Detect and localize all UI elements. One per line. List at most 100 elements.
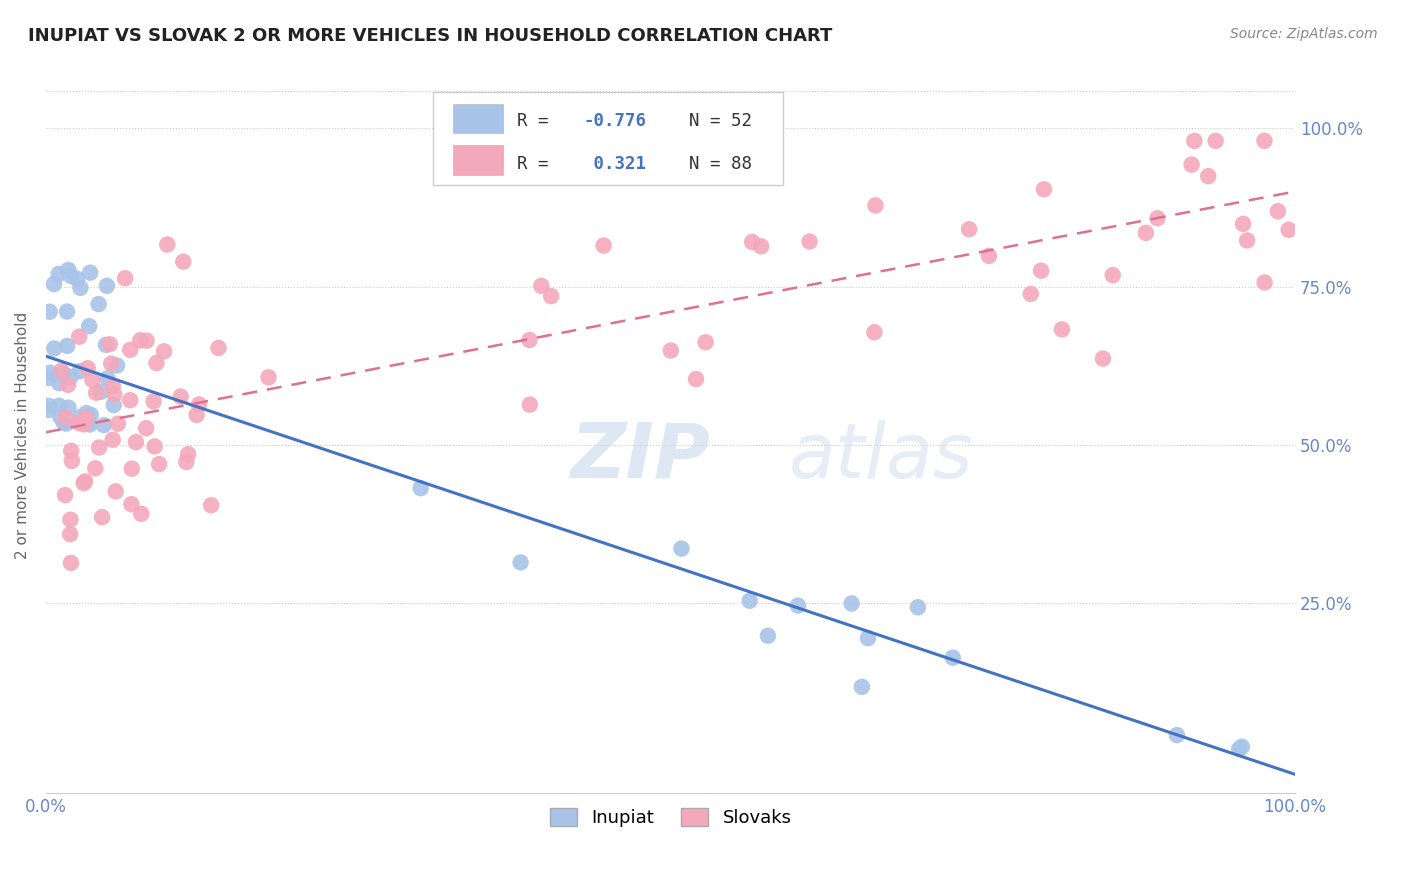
- Text: N = 88: N = 88: [668, 155, 752, 173]
- Text: R =: R =: [517, 155, 558, 173]
- Point: [38, 371, 60, 385]
- Point: [1091, 351, 1114, 366]
- Point: [55, 417, 77, 431]
- Point: [1033, 182, 1056, 196]
- Point: [120, 343, 142, 357]
- Point: [39, 366, 62, 380]
- Text: Source: ZipAtlas.com: Source: ZipAtlas.com: [1230, 27, 1378, 41]
- Point: [48, 376, 70, 391]
- Point: [1230, 739, 1253, 754]
- Point: [135, 334, 157, 348]
- Point: [79, 408, 101, 422]
- Text: R =: R =: [517, 112, 558, 130]
- Point: [84, 385, 107, 400]
- Point: [52, 366, 75, 380]
- Point: [56, 339, 79, 353]
- Text: ZIP: ZIP: [571, 420, 710, 494]
- Point: [58, 263, 80, 277]
- Point: [1019, 287, 1042, 301]
- Point: [69, 364, 91, 378]
- Point: [49, 409, 72, 424]
- Point: [79, 266, 101, 280]
- Point: [799, 235, 821, 249]
- Point: [48, 399, 70, 413]
- Point: [186, 408, 208, 422]
- Point: [91, 510, 114, 524]
- Point: [105, 359, 128, 373]
- Point: [129, 507, 152, 521]
- Point: [87, 297, 110, 311]
- Point: [104, 484, 127, 499]
- Point: [1182, 134, 1205, 148]
- Point: [540, 289, 562, 303]
- Point: [89, 441, 111, 455]
- Point: [1197, 169, 1219, 184]
- Point: [695, 335, 717, 350]
- Point: [38, 399, 60, 413]
- Point: [38, 403, 60, 417]
- Point: [75, 417, 97, 431]
- Point: [207, 341, 229, 355]
- Point: [519, 333, 541, 347]
- Point: [60, 454, 83, 468]
- Text: -0.776: -0.776: [583, 112, 647, 130]
- Point: [59, 556, 82, 570]
- Point: [73, 417, 96, 432]
- Point: [79, 417, 101, 432]
- Point: [101, 433, 124, 447]
- Point: [1253, 276, 1275, 290]
- Point: [77, 319, 100, 334]
- Point: [841, 597, 863, 611]
- Point: [257, 370, 280, 384]
- Point: [84, 461, 107, 475]
- Point: [156, 237, 179, 252]
- Point: [96, 278, 118, 293]
- Text: 0.321: 0.321: [583, 155, 647, 173]
- Point: [73, 411, 96, 425]
- Point: [1135, 226, 1157, 240]
- Point: [188, 398, 211, 412]
- Text: N = 52: N = 52: [668, 112, 752, 130]
- Point: [103, 387, 125, 401]
- Point: [69, 410, 91, 425]
- Point: [169, 389, 191, 403]
- Point: [509, 556, 531, 570]
- Point: [129, 333, 152, 347]
- Point: [1166, 728, 1188, 742]
- Point: [66, 272, 89, 286]
- Point: [59, 369, 82, 384]
- Point: [200, 498, 222, 512]
- Point: [42, 277, 65, 291]
- Point: [851, 680, 873, 694]
- Point: [519, 398, 541, 412]
- Point: [409, 481, 432, 495]
- Point: [44, 342, 66, 356]
- Point: [125, 435, 148, 450]
- Point: [143, 439, 166, 453]
- Point: [90, 384, 112, 399]
- Point: [120, 393, 142, 408]
- Point: [177, 447, 200, 461]
- Point: [957, 222, 980, 236]
- Point: [1253, 134, 1275, 148]
- Point: [98, 337, 121, 351]
- Point: [94, 338, 117, 352]
- Point: [75, 406, 97, 420]
- Point: [1278, 223, 1301, 237]
- Point: [75, 412, 97, 426]
- Point: [786, 599, 808, 613]
- Point: [174, 455, 197, 469]
- Point: [56, 304, 79, 318]
- Text: INUPIAT VS SLOVAK 2 OR MORE VEHICLES IN HOUSEHOLD CORRELATION CHART: INUPIAT VS SLOVAK 2 OR MORE VEHICLES IN …: [28, 27, 832, 45]
- Point: [1146, 211, 1168, 226]
- Point: [1267, 204, 1289, 219]
- Y-axis label: 2 or more Vehicles in Household: 2 or more Vehicles in Household: [15, 312, 30, 559]
- Point: [1236, 234, 1258, 248]
- Point: [1232, 217, 1254, 231]
- FancyBboxPatch shape: [453, 104, 503, 133]
- Point: [685, 372, 707, 386]
- Point: [67, 329, 90, 343]
- Point: [59, 527, 82, 541]
- Point: [56, 377, 79, 392]
- Point: [671, 541, 693, 556]
